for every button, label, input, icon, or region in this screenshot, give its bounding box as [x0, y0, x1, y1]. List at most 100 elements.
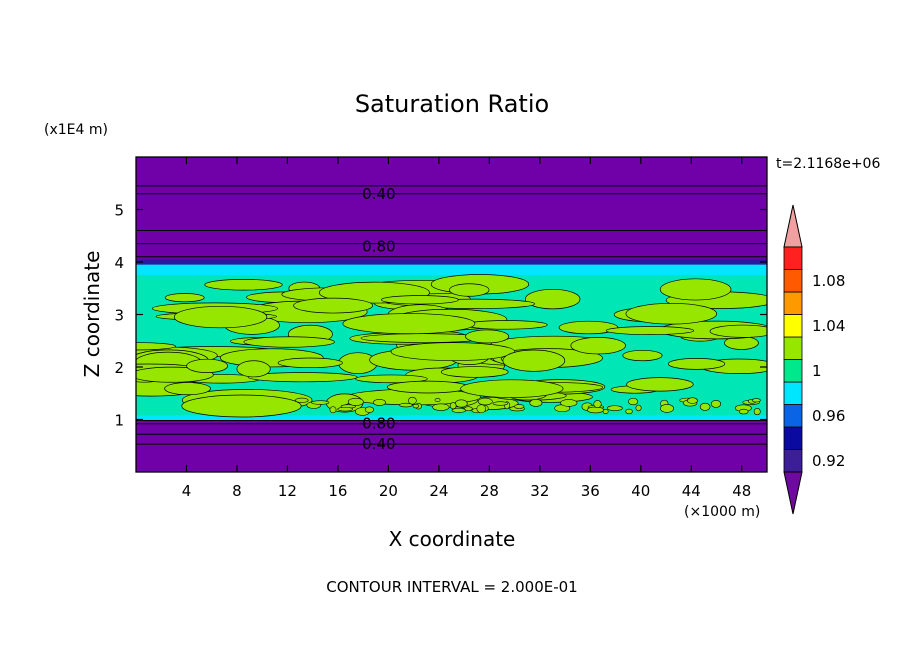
- moist-patch: [181, 394, 302, 418]
- y-axis: 1 2 3 4 5: [114, 202, 767, 430]
- colorbar-segment: [783, 269, 803, 293]
- eddy-patch: [753, 408, 761, 416]
- eddy-patch: [751, 398, 761, 403]
- moist-patch: [381, 295, 459, 305]
- x-tick-label: 48: [732, 482, 751, 500]
- eddy-patch: [593, 400, 602, 409]
- moist-patch: [186, 358, 229, 373]
- moist-patch: [448, 283, 490, 297]
- contour-label: 0.40: [362, 185, 395, 203]
- contour-label: 0.40: [362, 435, 395, 453]
- eddy-patch: [451, 408, 466, 413]
- colorbar-label: 0.96: [812, 407, 845, 425]
- colorbar-label: 1: [812, 362, 822, 380]
- x-tick-label: 24: [429, 482, 448, 500]
- moist-patch: [390, 342, 516, 361]
- colorbar-segment: [783, 426, 803, 450]
- band-cyan: [136, 264, 767, 277]
- eddy-patch: [687, 397, 698, 404]
- eddy-patch: [408, 396, 417, 405]
- moist-patch: [164, 293, 205, 303]
- eddy-patch: [476, 404, 487, 414]
- eddy-patch: [635, 404, 642, 412]
- x-axis-label: X coordinate: [389, 527, 516, 551]
- y-tick-label: 1: [114, 412, 124, 430]
- moist-patch: [204, 279, 283, 291]
- eddy-patch: [364, 406, 374, 413]
- colorbar-label: 1.04: [812, 317, 845, 335]
- moist-patch: [460, 379, 564, 398]
- moist-patch: [173, 305, 268, 329]
- eddy-patch: [628, 397, 639, 406]
- moist-patch: [659, 278, 732, 301]
- moist-patch: [524, 288, 581, 310]
- moist-patch: [605, 326, 695, 336]
- colorbar-segment: [783, 291, 803, 315]
- eddy-patch: [295, 397, 309, 403]
- eddy-patch: [560, 399, 578, 407]
- moist-patch: [243, 336, 335, 348]
- y-axis-label: Z coordinate: [80, 251, 104, 378]
- eddy-patch: [529, 398, 543, 407]
- contour-label-group: 0.40 0.80 0.80 0.40: [362, 185, 395, 453]
- moist-patch: [502, 349, 566, 372]
- x-tick-label: 28: [480, 482, 499, 500]
- eddy-patch: [337, 406, 354, 412]
- eddy-patch: [738, 408, 749, 415]
- eddy-patch: [659, 404, 675, 413]
- band-lower-cyan: [136, 415, 767, 421]
- eddy-patch: [373, 399, 386, 406]
- y-tick-label: 3: [114, 307, 124, 325]
- eddy-patch: [399, 402, 413, 408]
- time-label: t=2.1168e+06: [776, 156, 880, 172]
- eddy-patch: [347, 397, 364, 406]
- moist-patch: [667, 358, 726, 370]
- eddy-patch: [492, 401, 508, 406]
- y-tick-label: 5: [114, 202, 124, 220]
- contour-label: 0.80: [362, 237, 395, 255]
- colorbar-label: 0.92: [812, 452, 845, 470]
- x-tick-label: 16: [328, 482, 347, 500]
- x-tick-label: 40: [631, 482, 650, 500]
- x-tick-label: 12: [278, 482, 297, 500]
- moist-patch: [342, 313, 476, 335]
- colorbar-low: [783, 471, 803, 515]
- x-unit-label: (×1000 m): [684, 504, 760, 520]
- x-tick-label: 20: [379, 482, 398, 500]
- colorbar-segment: [783, 246, 803, 270]
- moist-patch: [625, 302, 718, 325]
- colorbar-segment: [783, 404, 803, 428]
- moist-patch: [570, 337, 626, 355]
- eddy-patch: [606, 405, 623, 411]
- eddy-patch: [434, 398, 441, 403]
- contour-interval: CONTOUR INTERVAL = 2.000E-01: [326, 578, 577, 596]
- eddy-patch: [311, 400, 330, 405]
- moist-patch: [236, 360, 271, 378]
- eddy-patch: [513, 404, 525, 409]
- colorbar-segment: [783, 381, 803, 405]
- x-tick-label: 4: [182, 482, 192, 500]
- colorbar-label: 1.08: [812, 272, 845, 290]
- eddy-patch: [699, 402, 711, 411]
- eddy-patch: [329, 406, 337, 414]
- eddy-patch: [710, 400, 722, 408]
- eddy-patch: [449, 402, 457, 410]
- moist-patch: [247, 372, 358, 383]
- contour-label: 0.80: [362, 415, 395, 433]
- contour-lines: [136, 185, 767, 445]
- eddy-patch: [477, 397, 493, 406]
- moist-patch: [464, 320, 548, 330]
- colorbar-segment: [783, 336, 803, 360]
- x-tick-label: 8: [232, 482, 242, 500]
- y-tick-label: 2: [114, 359, 124, 377]
- eddy-patch: [586, 406, 605, 414]
- eddy-patch: [454, 399, 468, 408]
- moist-patch: [465, 329, 510, 344]
- x-tick-label: 36: [581, 482, 600, 500]
- y-tick-label: 4: [114, 254, 124, 272]
- colorbar-segment: [783, 449, 803, 473]
- colorbar-high: [783, 204, 803, 248]
- x-tick-label: 44: [682, 482, 701, 500]
- chart-title: Saturation Ratio: [355, 90, 549, 118]
